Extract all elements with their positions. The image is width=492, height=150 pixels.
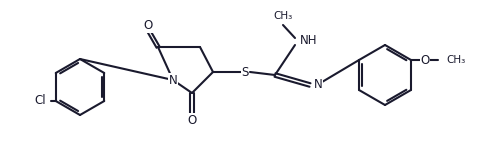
Text: NH: NH	[300, 33, 317, 46]
Text: O: O	[420, 54, 430, 66]
Text: Cl: Cl	[34, 94, 46, 108]
Text: S: S	[241, 66, 248, 78]
Text: N: N	[314, 78, 323, 90]
Text: N: N	[169, 74, 178, 87]
Text: CH₃: CH₃	[274, 11, 293, 21]
Text: O: O	[187, 114, 197, 126]
Text: CH₃: CH₃	[446, 55, 465, 65]
Text: O: O	[143, 19, 153, 32]
